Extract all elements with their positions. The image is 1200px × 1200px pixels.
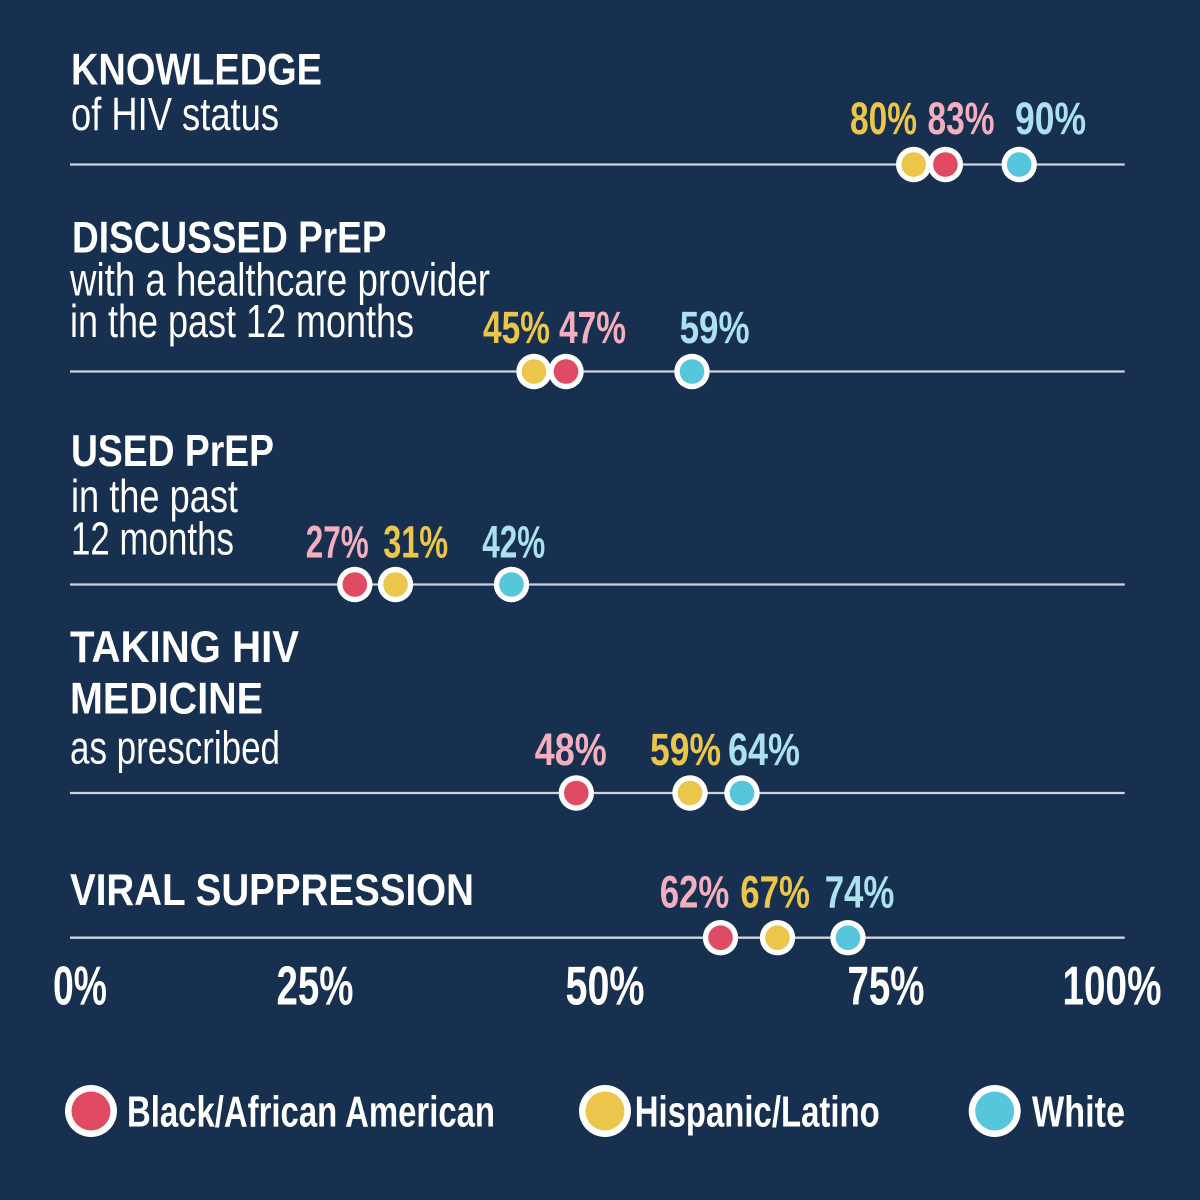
svg-text:27%: 27% xyxy=(306,517,369,568)
svg-text:100%: 100% xyxy=(1063,955,1162,1017)
svg-text:59%: 59% xyxy=(680,302,750,353)
svg-text:45%: 45% xyxy=(483,302,550,353)
svg-text:0%: 0% xyxy=(53,955,107,1017)
svg-text:Hispanic/Latino: Hispanic/Latino xyxy=(635,1089,880,1137)
svg-text:VIRAL SUPPRESSION: VIRAL SUPPRESSION xyxy=(70,866,474,915)
svg-text:Black/African American: Black/African American xyxy=(127,1089,495,1137)
svg-text:KNOWLEDGE: KNOWLEDGE xyxy=(71,46,322,95)
svg-text:12 months: 12 months xyxy=(71,513,234,565)
svg-text:MEDICINE: MEDICINE xyxy=(70,674,263,723)
svg-text:83%: 83% xyxy=(928,93,995,144)
svg-text:47%: 47% xyxy=(559,302,626,353)
svg-text:in the past: in the past xyxy=(71,470,238,522)
svg-text:90%: 90% xyxy=(1015,93,1086,144)
svg-text:67%: 67% xyxy=(740,867,810,918)
svg-text:50%: 50% xyxy=(566,955,645,1017)
svg-text:64%: 64% xyxy=(728,724,800,775)
svg-text:DISCUSSED PrEP: DISCUSSED PrEP xyxy=(72,214,387,263)
svg-text:74%: 74% xyxy=(825,867,895,918)
svg-text:with a healthcare provider: with a healthcare provider xyxy=(69,254,490,306)
svg-text:59%: 59% xyxy=(650,724,721,775)
svg-text:25%: 25% xyxy=(277,955,354,1017)
svg-text:TAKING HIV: TAKING HIV xyxy=(70,623,299,672)
svg-text:42%: 42% xyxy=(482,517,545,568)
svg-text:62%: 62% xyxy=(660,867,730,918)
svg-text:31%: 31% xyxy=(383,517,448,568)
svg-text:as prescribed: as prescribed xyxy=(70,721,280,773)
svg-text:75%: 75% xyxy=(848,955,925,1017)
svg-text:White: White xyxy=(1032,1089,1125,1137)
svg-text:80%: 80% xyxy=(850,93,917,144)
svg-text:USED PrEP: USED PrEP xyxy=(71,427,274,476)
svg-text:in the past 12 months: in the past 12 months xyxy=(70,295,414,347)
svg-text:48%: 48% xyxy=(535,724,607,775)
svg-text:of HIV status: of HIV status xyxy=(71,88,279,140)
